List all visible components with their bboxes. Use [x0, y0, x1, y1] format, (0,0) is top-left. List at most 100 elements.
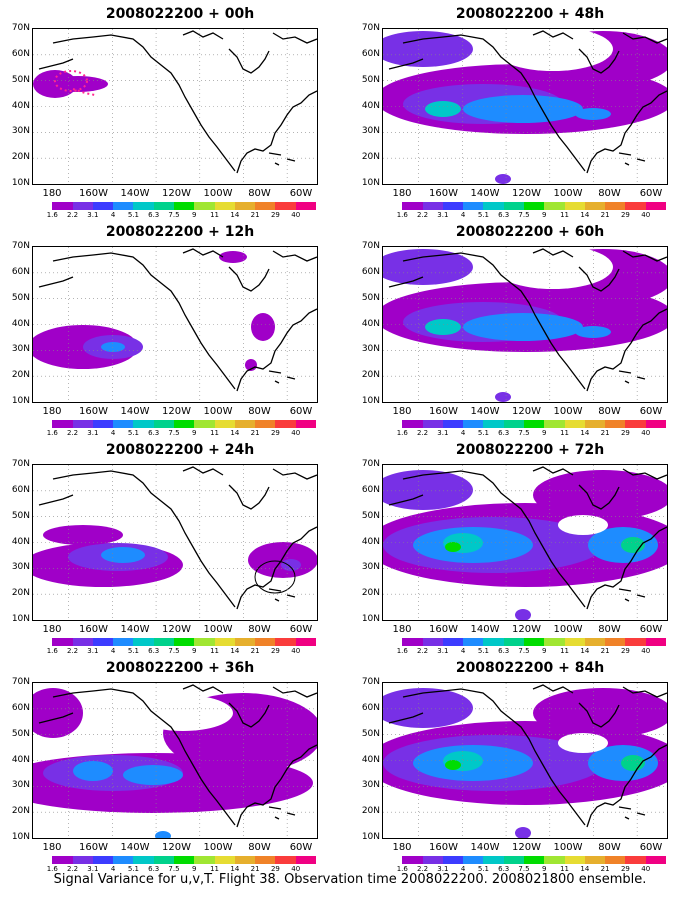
colorbar-label: 11 — [210, 647, 220, 655]
coastline — [236, 526, 317, 610]
feature-outline — [254, 560, 296, 594]
colorbar-label: 5.1 — [477, 429, 489, 437]
map-panel: 2008022200 + 24h 70N 60N 50N 40N 30N 20N 10N 180… — [0, 442, 340, 657]
panel-title: 2008022200 + 36h — [105, 660, 255, 676]
latitude-label: 60N — [361, 48, 380, 59]
longitude-label: 140W — [470, 406, 500, 417]
colorbar-label: 29 — [620, 647, 630, 655]
colorbar-label: 4 — [460, 211, 466, 219]
latitude-label: 60N — [11, 266, 30, 277]
longitude-label: 140W — [120, 188, 150, 199]
coastline — [182, 248, 224, 258]
colorbar-swatch — [113, 420, 134, 428]
colorbar-label: 7.5 — [168, 211, 180, 219]
colorbar-label: 29 — [620, 211, 630, 219]
variance-shading — [463, 313, 583, 341]
colorbar-label: 14 — [580, 429, 590, 437]
colorbar-label: 9 — [542, 211, 547, 219]
longitude-label: 160W — [429, 842, 458, 853]
colorbar-swatch — [234, 856, 256, 864]
colorbar-label: 7.5 — [168, 865, 180, 873]
colorbar-swatch — [52, 856, 73, 864]
map-panel: 2008022200 + 84h 70N 60N 50N 40N 30N 20N 10N 180… — [350, 660, 690, 875]
colorbar-swatch — [92, 856, 114, 864]
colorbar-swatch — [275, 420, 296, 428]
coastline — [402, 688, 586, 826]
colorbar-label: 3.1 — [437, 211, 449, 219]
longitude-label: 60W — [639, 842, 663, 853]
colorbar-swatch — [214, 420, 235, 428]
variance-shading — [383, 249, 473, 285]
longitude-label: 80W — [248, 842, 271, 853]
colorbar-label: 40 — [641, 429, 651, 437]
colorbar-label: 21 — [250, 211, 260, 219]
colorbar-label: 11 — [210, 429, 220, 437]
longitude-label: 160W — [429, 406, 458, 417]
colorbar-label: 1.6 — [46, 211, 58, 219]
colorbar-label: 1.6 — [46, 647, 58, 655]
colorbar-label: 4 — [110, 211, 116, 219]
colorbar-label: 14 — [580, 865, 590, 873]
variance-shading — [383, 470, 473, 510]
colorbar-swatch — [194, 420, 215, 428]
longitude-label: 140W — [470, 188, 500, 199]
latitude-label: 60N — [11, 702, 30, 713]
colorbar-label: 1.6 — [46, 865, 58, 873]
latitude-label: 50N — [361, 510, 380, 521]
latitude-label: 40N — [11, 536, 30, 547]
colorbar-swatch — [645, 202, 666, 210]
colorbar-label: 29 — [620, 865, 630, 873]
colorbar-swatch — [422, 638, 443, 646]
longitude-label: 120W — [512, 624, 541, 635]
coastline — [182, 466, 224, 476]
colorbar-swatch — [605, 856, 626, 864]
colorbar-label: 1.6 — [396, 429, 408, 437]
coastline — [586, 90, 667, 174]
longitude-label: 120W — [512, 842, 541, 853]
colorbar-swatch — [173, 420, 195, 428]
colorbar-label: 3.1 — [437, 429, 449, 437]
coastline — [578, 266, 620, 292]
latitude-label: 40N — [11, 100, 30, 111]
colorbar-swatch — [234, 638, 256, 646]
map-panel: 2008022200 + 60h 70N 60N 50N 40N 30N 20N 10N 180… — [350, 224, 690, 439]
colorbar-label: 11 — [210, 865, 220, 873]
colorbar-label: 7.5 — [518, 647, 530, 655]
colorbar-swatch — [503, 420, 524, 428]
colorbar-swatch — [422, 420, 443, 428]
colorbar-swatch — [402, 420, 423, 428]
latitude-label: 20N — [361, 370, 380, 381]
latitude-label: 40N — [361, 536, 380, 547]
colorbar-swatch — [463, 856, 484, 864]
longitude-label: 120W — [512, 188, 541, 199]
latitude-label: 30N — [11, 126, 30, 137]
colorbar-swatch — [133, 420, 154, 428]
coastline — [618, 588, 646, 602]
colorbar-label: 9 — [192, 865, 197, 873]
coastline — [38, 58, 74, 70]
colorbar-swatch — [564, 420, 585, 428]
panel-title: 2008022200 + 48h — [455, 6, 605, 22]
longitude-label: 80W — [598, 624, 621, 635]
longitude-label: 100W — [553, 406, 583, 417]
colorbar-label: 5.1 — [127, 865, 139, 873]
latitude-label: 20N — [361, 152, 380, 163]
latitude-label: 70N — [11, 23, 30, 33]
colorbar-label: 14 — [230, 211, 240, 219]
variance-shading — [123, 765, 183, 785]
colorbar-swatch — [442, 420, 464, 428]
colorbar-swatch — [523, 638, 545, 646]
colorbar-label: 14 — [230, 429, 240, 437]
clear-region — [133, 695, 233, 731]
longitude-label: 80W — [248, 406, 271, 417]
colorbar-swatch — [295, 856, 316, 864]
colorbar-swatch — [214, 856, 235, 864]
coastline — [532, 248, 574, 258]
longitude-label: 120W — [162, 624, 191, 635]
coastline — [236, 308, 317, 392]
coastline — [228, 702, 270, 728]
coastline — [268, 588, 296, 602]
colorbar-label: 7.5 — [168, 429, 180, 437]
colorbar-swatch — [194, 856, 215, 864]
latitude-label: 70N — [361, 23, 380, 33]
